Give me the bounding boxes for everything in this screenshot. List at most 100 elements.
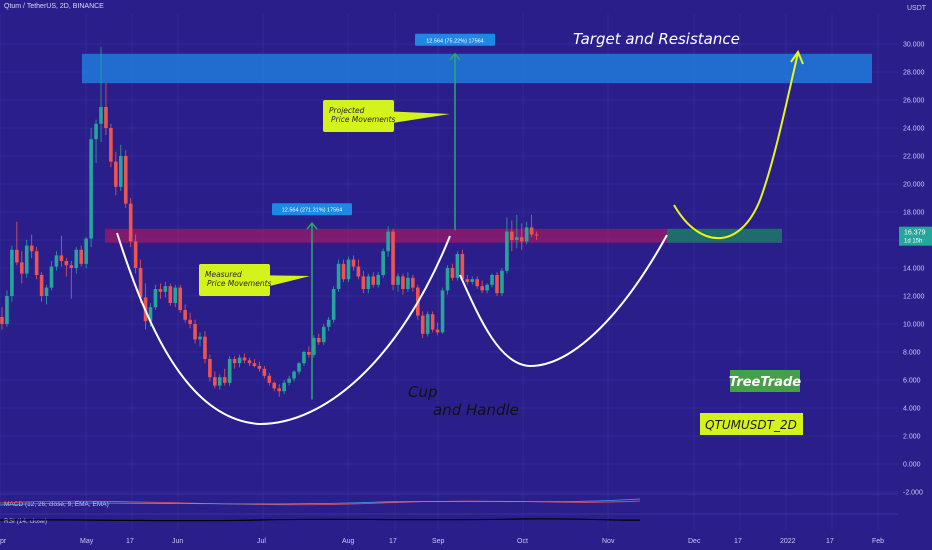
candle-body [20, 262, 24, 274]
candle-body [366, 276, 371, 289]
candle-body [485, 284, 489, 291]
candle-body [435, 329, 440, 333]
candle-body [15, 249, 19, 263]
x-tick-label: 17 [126, 538, 134, 545]
y-tick-label: -2.000 [903, 490, 923, 497]
candle-body [168, 286, 173, 303]
projected-callout-line1: Projected [329, 106, 365, 115]
candle-body [361, 276, 366, 289]
candle-body [381, 251, 385, 275]
y-tick-label: 6.000 [903, 378, 921, 385]
candle-body [430, 314, 435, 330]
ticker-badge-bg [700, 413, 803, 435]
candle-body [74, 249, 79, 268]
candle-body [455, 254, 460, 278]
candle-body [480, 286, 484, 291]
candle-body [495, 275, 499, 294]
x-tick-label: May [80, 538, 94, 545]
last-price-countdown: 1d 15h [904, 239, 922, 245]
y-tick-label: 8.000 [903, 350, 921, 357]
candle-body [317, 338, 321, 343]
candle-body [460, 254, 465, 280]
brand-badge-bg [730, 370, 800, 392]
candle-body [133, 241, 138, 268]
y-tick-label: 28.000 [903, 70, 925, 77]
candle-body [376, 275, 380, 285]
candle-body [119, 156, 123, 187]
projected-callout-line2: Price Movements [331, 115, 396, 124]
candle-body [138, 268, 143, 298]
candle-body [128, 203, 133, 242]
candle-body [39, 275, 44, 296]
x-tick-label: 17 [389, 538, 397, 545]
y-tick-label: 4.000 [903, 406, 921, 413]
projected-callout-box [323, 100, 394, 132]
measured-arrow-label-bg [272, 203, 352, 216]
y-tick-label: 14.000 [903, 266, 925, 273]
projected-callout-pointer [386, 111, 450, 124]
candle-body [529, 227, 534, 235]
ticker-badge: QTUMUSDT_2D [705, 418, 797, 432]
candle-body [208, 359, 212, 378]
candle-body [188, 319, 192, 324]
candle-body [218, 377, 222, 386]
pattern-label-handle: and Handle [433, 401, 519, 419]
candle-body [10, 249, 14, 296]
candle-body [203, 336, 207, 359]
candle-body [500, 270, 504, 294]
candle-body [341, 263, 346, 280]
candle-body [114, 161, 118, 187]
candle-body [356, 266, 361, 277]
x-tick-label: Oct [517, 538, 528, 545]
rsi-label: RSI (14, close) [4, 518, 47, 525]
x-tick-label: Aug [342, 538, 355, 545]
candle-body [0, 317, 4, 324]
candle-body [440, 290, 445, 333]
price-axis[interactable]: USDT 30.000 28.000 26.000 24.000 22.000 20.000… [899, 5, 932, 497]
candle-body [267, 375, 272, 383]
symbol-header[interactable]: Qtum / TetherUS, 2D, BINANCE [4, 3, 104, 10]
candle-body [49, 266, 54, 288]
candle-body [406, 277, 410, 289]
x-tick-label: Dec [688, 538, 701, 545]
candle-body [94, 123, 98, 140]
candle-body [59, 255, 64, 261]
x-tick-label: 17 [734, 538, 742, 545]
x-tick-label: Jul [257, 538, 266, 545]
candle-body [24, 245, 29, 274]
candle-body [282, 382, 286, 392]
candle-body [247, 360, 252, 364]
resistance-band [105, 228, 667, 243]
candle-body [470, 279, 475, 282]
measured-callout-line2: Price Movements [207, 279, 272, 288]
candle-body [411, 277, 415, 288]
candle-body [178, 287, 182, 310]
y-tick-label: 2.000 [903, 434, 921, 441]
indicator-panes: MACD (12, 26, close, 9, EMA, EMA) RSI (14… [0, 493, 898, 525]
candle-body [524, 227, 529, 242]
overlays-layer: 12.564 (271.31%) 17564 12.564 (75.22%) 17… [116, 30, 804, 435]
time-axis[interactable]: pr May 17 Jun Jul Aug 17 Sep Oct Nov Dec 17 2022 17 Fe… [0, 538, 884, 545]
brand-badge: TreeTrade [729, 375, 801, 390]
candle-body [44, 287, 49, 296]
candle-body [89, 139, 93, 239]
measured-callout-box [199, 264, 270, 296]
candle-body [69, 265, 74, 268]
candle-body [5, 296, 9, 324]
candle-body [326, 319, 331, 327]
candle-body [153, 289, 158, 308]
currency-label: USDT [907, 5, 927, 12]
y-tick-label: 10.000 [903, 322, 925, 329]
candle-body [232, 359, 237, 364]
rsi-line [0, 518, 641, 522]
candle-body [505, 231, 509, 271]
candle-body [321, 326, 326, 343]
y-tick-label: 12.000 [903, 294, 925, 301]
candle-body [213, 377, 217, 386]
candle-body [262, 368, 267, 376]
candle-body [445, 268, 450, 291]
candle-body [371, 276, 376, 285]
candle-body [346, 259, 351, 280]
candle-body [534, 234, 539, 236]
